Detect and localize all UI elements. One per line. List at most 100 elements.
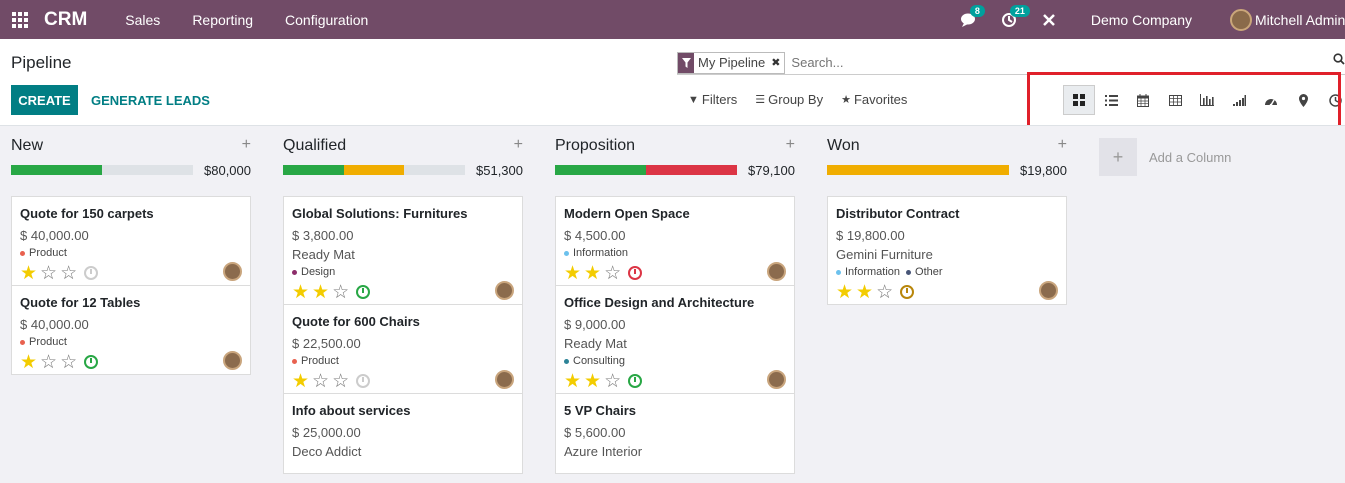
search-input[interactable] [791, 55, 1322, 70]
priority-star-icon[interactable]: ★ [312, 281, 330, 303]
column-total: $51,300 [476, 163, 523, 178]
activity-clock-icon[interactable] [628, 374, 643, 388]
kanban-card[interactable]: Office Design and Architecture $ 9,000.00… [555, 285, 795, 393]
menu-sales[interactable]: Sales [125, 11, 161, 28]
kanban-card[interactable]: Info about services $ 25,000.00 Deco Addic… [283, 393, 523, 474]
column-total: $19,800 [1020, 163, 1067, 178]
column-progress-bar[interactable] [283, 165, 465, 175]
kanban-card[interactable]: Distributor Contract $ 19,800.00 Gemini Fu… [827, 196, 1067, 305]
priority-star-icon[interactable]: ★ [292, 370, 310, 392]
add-column[interactable]: + Add a Column [1099, 138, 1231, 176]
apps-menu-icon[interactable] [0, 0, 40, 39]
user-menu[interactable]: Mitchell Admin [1230, 8, 1345, 31]
card-tags: Product [20, 247, 242, 259]
priority-star-icon[interactable]: ☆ [604, 262, 622, 284]
messages-icon[interactable]: 8 [949, 0, 989, 39]
menu-configuration[interactable]: Configuration [285, 11, 369, 28]
dashboard-icon[interactable] [1255, 85, 1287, 115]
kanban-card[interactable]: Quote for 600 Chairs $ 22,500.00 Product ★ ☆… [283, 304, 523, 393]
progress-segment[interactable] [827, 165, 1009, 175]
priority-star-icon[interactable]: ★ [564, 262, 582, 284]
kanban-card[interactable]: Global Solutions: Furnitures $ 3,800.00 Re… [283, 196, 523, 304]
company-switcher[interactable]: Demo Company [1090, 11, 1192, 28]
debug-tools-icon[interactable] [1029, 0, 1069, 39]
progress-segment[interactable] [555, 165, 646, 175]
search-icon[interactable] [1333, 53, 1345, 68]
filters-dropdown[interactable]: ▼ Filters [688, 92, 737, 107]
graph-icon[interactable] [1191, 85, 1223, 115]
priority-star-icon[interactable]: ★ [836, 281, 854, 303]
map-icon[interactable] [1287, 85, 1319, 115]
priority-star-icon[interactable]: ☆ [332, 281, 350, 303]
card-tags: Design [292, 266, 514, 278]
column-title[interactable]: Won [827, 137, 860, 154]
progress-segment[interactable] [646, 165, 737, 175]
priority-star-icon[interactable]: ☆ [40, 351, 58, 373]
app-brand[interactable]: CRM [44, 8, 88, 30]
activities-icon[interactable]: 21 [989, 0, 1030, 39]
card-title: Distributor Contract [836, 206, 960, 221]
kanban-card[interactable]: Modern Open Space $ 4,500.00 Information ★ ★… [555, 196, 795, 285]
priority-star-icon[interactable]: ☆ [876, 281, 894, 303]
progress-segment[interactable] [343, 165, 405, 175]
activity-clock-icon[interactable] [84, 355, 99, 369]
cohort-icon[interactable] [1223, 85, 1255, 115]
column-quick-create-icon[interactable]: + [241, 136, 251, 153]
priority-star-icon[interactable]: ☆ [332, 370, 350, 392]
column-title[interactable]: Proposition [555, 137, 636, 154]
activity-clock-icon[interactable] [84, 266, 99, 280]
list-icon[interactable] [1095, 85, 1127, 115]
priority-star-icon[interactable]: ☆ [604, 370, 622, 392]
add-column-label[interactable]: Add a Column [1149, 149, 1232, 165]
activity-clock-icon[interactable] [356, 374, 371, 388]
column-quick-create-icon[interactable]: + [785, 136, 795, 153]
progress-segment[interactable] [11, 165, 102, 175]
menu-reporting[interactable]: Reporting [192, 11, 254, 28]
column-header: Qualified + [283, 126, 523, 162]
tag-label: Design [301, 266, 336, 278]
favorites-dropdown[interactable]: ★ Favorites [841, 92, 907, 107]
card-amount: $ 40,000.00 [20, 228, 89, 243]
tag-color-dot [564, 358, 569, 364]
priority-star-icon[interactable]: ☆ [60, 262, 78, 284]
priority-star-icon[interactable]: ★ [564, 370, 582, 392]
generate-leads-button[interactable]: GENERATE LEADS [91, 92, 210, 108]
priority-star-icon[interactable]: ★ [584, 262, 602, 284]
card-title: 5 VP Chairs [564, 403, 637, 418]
kanban-card[interactable]: 5 VP Chairs $ 5,600.00 Azure Interior [555, 393, 795, 474]
priority-star-icon[interactable]: ☆ [40, 262, 58, 284]
groupby-dropdown[interactable]: ☰ Group By [755, 92, 823, 107]
priority-star-icon[interactable]: ☆ [312, 370, 330, 392]
priority-star-icon[interactable]: ★ [856, 281, 874, 303]
column-title[interactable]: Qualified [283, 137, 347, 154]
priority-star-icon[interactable]: ★ [292, 281, 310, 303]
progress-segment[interactable] [283, 165, 344, 175]
activity-clock-icon[interactable] [900, 285, 915, 299]
priority-star-icon[interactable]: ★ [20, 351, 38, 373]
kanban-card[interactable]: Quote for 12 Tables $ 40,000.00 Product ★ ☆ ☆ [11, 285, 251, 375]
activity-clock-icon[interactable] [356, 285, 371, 299]
add-column-plus-icon[interactable]: + [1099, 138, 1137, 176]
calendar-icon[interactable] [1127, 85, 1159, 115]
column-progress-bar[interactable] [11, 165, 193, 175]
column-quick-create-icon[interactable]: + [1057, 136, 1067, 153]
pivot-icon[interactable] [1159, 85, 1191, 115]
kanban-icon[interactable] [1063, 85, 1095, 115]
column-total: $80,000 [204, 163, 251, 178]
kanban-card[interactable]: Quote for 150 carpets $ 40,000.00 Product ★… [11, 196, 251, 285]
priority-star-icon[interactable]: ★ [20, 262, 38, 284]
column-progress-bar[interactable] [555, 165, 737, 175]
activity-clock-icon[interactable] [628, 266, 643, 280]
facet-remove-icon[interactable]: ✖ [771, 57, 781, 69]
tag: Consulting [564, 355, 625, 367]
column-title[interactable]: New [11, 137, 44, 154]
priority-star-icon[interactable]: ☆ [60, 351, 78, 373]
priority-star-icon[interactable]: ★ [584, 370, 602, 392]
column-total: $79,100 [748, 163, 795, 178]
card-title: Office Design and Architecture [564, 295, 755, 310]
column-cards: Quote for 150 carpets $ 40,000.00 Product ★… [11, 196, 251, 375]
column-header: Proposition + [555, 126, 795, 162]
create-button[interactable]: CREATE [11, 85, 78, 115]
column-quick-create-icon[interactable]: + [513, 136, 523, 153]
column-progress-bar[interactable] [827, 165, 1009, 175]
